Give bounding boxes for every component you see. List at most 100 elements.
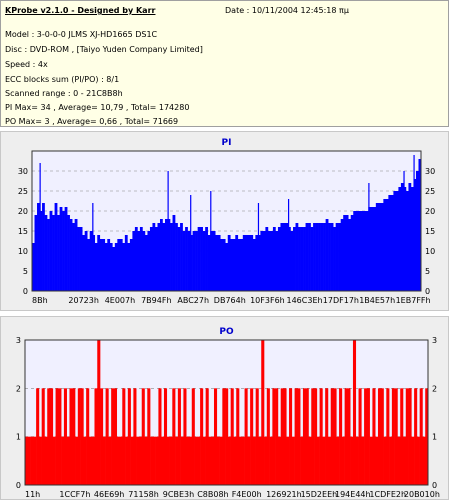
bar (227, 436, 231, 485)
bar (165, 219, 168, 291)
bar (62, 211, 65, 291)
bar (348, 219, 352, 291)
bar (333, 388, 337, 485)
bar (341, 436, 345, 485)
bar (33, 436, 37, 485)
bar (132, 231, 136, 291)
bar (147, 388, 151, 485)
bar (240, 239, 244, 291)
bar (91, 436, 95, 485)
y-tick-label-right: 2 (432, 384, 437, 393)
bar (333, 227, 336, 291)
bar (232, 239, 236, 291)
speed-line: Speed : 4x (5, 60, 48, 69)
bar (343, 215, 347, 291)
y-tick-label-left: 0 (23, 287, 28, 296)
x-tick-label: 1CDFE2h (369, 490, 406, 499)
bar (287, 227, 291, 291)
bar (47, 219, 50, 291)
bar (261, 340, 265, 485)
x-tick-label: 46E69h (94, 490, 124, 499)
x-tick-label: C8B08h (197, 490, 228, 499)
bar (182, 231, 186, 291)
bar (37, 203, 40, 291)
bar (289, 388, 293, 485)
bar (186, 436, 190, 485)
bar (216, 436, 220, 485)
bar (124, 235, 128, 291)
bar (291, 436, 295, 485)
bar (272, 227, 276, 291)
bar (230, 239, 234, 291)
bar (137, 231, 141, 291)
bar (315, 223, 319, 291)
bar (32, 243, 35, 291)
bar (158, 388, 162, 485)
y-tick-label-right: 0 (425, 287, 430, 296)
bar (250, 235, 254, 291)
bar (390, 195, 394, 291)
bar (347, 388, 351, 485)
bar (58, 388, 62, 485)
bar (169, 436, 173, 485)
bar (47, 388, 51, 485)
bar (397, 436, 401, 485)
bar (197, 436, 201, 485)
bar (266, 388, 270, 485)
bar (300, 227, 304, 291)
y-tick-label-left: 3 (16, 336, 21, 345)
y-tick-label-right: 30 (425, 167, 435, 176)
bar (72, 223, 75, 291)
bar (310, 227, 314, 291)
bar (175, 223, 178, 291)
x-tick-label: 20B010h (404, 490, 440, 499)
bar (87, 239, 91, 291)
bar (302, 388, 307, 485)
bar (265, 227, 269, 291)
bar (336, 436, 340, 485)
bar (327, 436, 332, 485)
y-tick-label-right: 1 (432, 433, 437, 442)
bar (202, 231, 206, 291)
bar (205, 227, 208, 291)
bar (74, 219, 78, 291)
bar (72, 388, 76, 485)
bar (200, 388, 204, 485)
bar (207, 235, 211, 291)
bar (405, 388, 409, 485)
bar (380, 388, 384, 485)
bar (405, 191, 409, 291)
bar (294, 388, 298, 485)
bar (394, 388, 398, 485)
bar (94, 243, 98, 291)
bar (82, 235, 85, 291)
bar (363, 211, 367, 291)
bar (149, 227, 153, 291)
bar (125, 436, 129, 485)
bar (63, 388, 67, 485)
x-tick-label: F4E00h (232, 490, 262, 499)
bar (389, 436, 393, 485)
bar (44, 436, 48, 485)
bar (410, 187, 414, 291)
bar (262, 231, 266, 291)
bar (255, 235, 259, 291)
x-tick-label: 7B94Fh (141, 296, 171, 305)
y-tick-label-right: 0 (432, 481, 437, 490)
bar (255, 388, 259, 485)
x-tick-label: 4E007h (105, 296, 135, 305)
spike-bar (368, 183, 370, 291)
bar (247, 235, 251, 291)
bar (358, 388, 362, 485)
bar (338, 223, 341, 291)
x-tick-label: 20723h (68, 296, 99, 305)
bar (92, 235, 96, 291)
bar (159, 219, 163, 291)
bar (285, 223, 289, 291)
bar (161, 436, 165, 485)
bar (314, 388, 318, 485)
y-tick-label-right: 5 (425, 267, 430, 276)
bar (311, 388, 315, 485)
bar (247, 436, 251, 485)
bar (297, 388, 301, 485)
